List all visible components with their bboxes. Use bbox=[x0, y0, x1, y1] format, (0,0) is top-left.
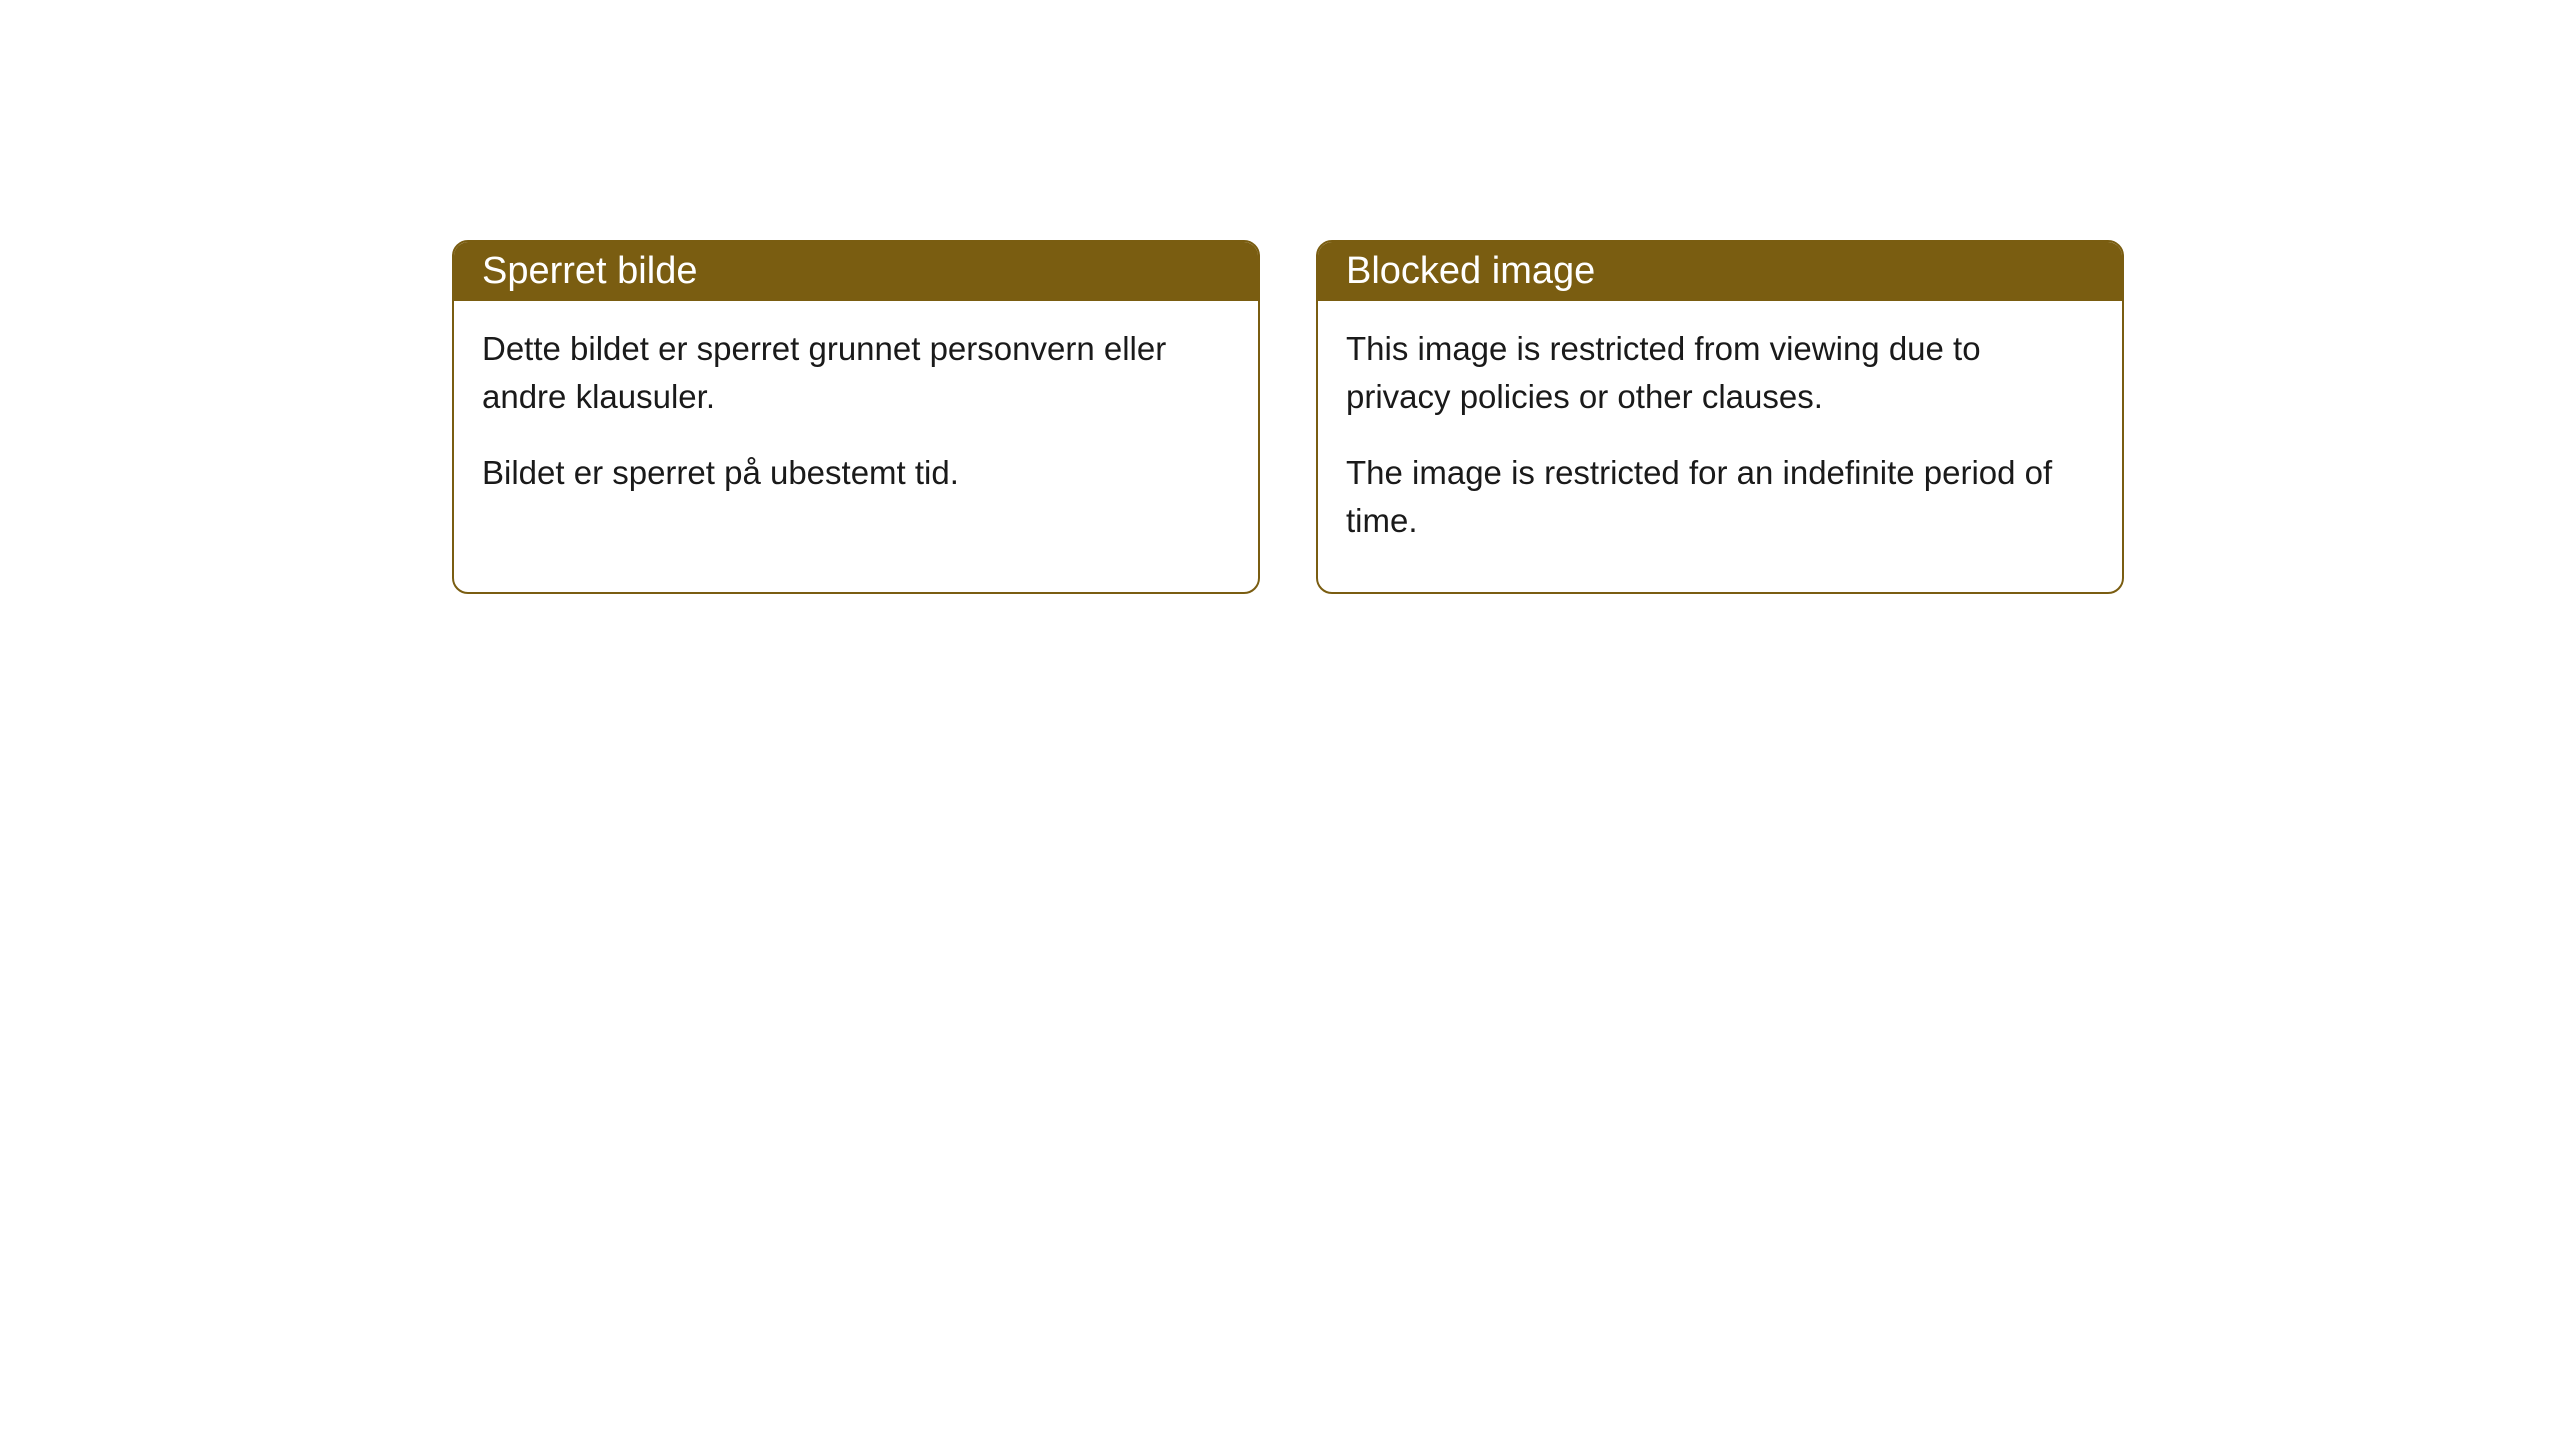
notice-text-2-norwegian: Bildet er sperret på ubestemt tid. bbox=[482, 449, 1230, 497]
notice-text-1-norwegian: Dette bildet er sperret grunnet personve… bbox=[482, 325, 1230, 421]
notice-header-norwegian: Sperret bilde bbox=[454, 242, 1258, 301]
notice-card-english: Blocked image This image is restricted f… bbox=[1316, 240, 2124, 594]
notice-text-2-english: The image is restricted for an indefinit… bbox=[1346, 449, 2094, 545]
notice-body-norwegian: Dette bildet er sperret grunnet personve… bbox=[454, 301, 1258, 545]
notice-card-norwegian: Sperret bilde Dette bildet er sperret gr… bbox=[452, 240, 1260, 594]
notice-container: Sperret bilde Dette bildet er sperret gr… bbox=[452, 240, 2124, 594]
notice-body-english: This image is restricted from viewing du… bbox=[1318, 301, 2122, 592]
notice-text-1-english: This image is restricted from viewing du… bbox=[1346, 325, 2094, 421]
notice-header-english: Blocked image bbox=[1318, 242, 2122, 301]
